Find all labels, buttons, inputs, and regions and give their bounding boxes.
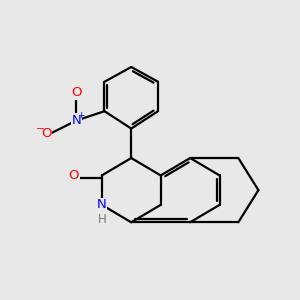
Text: O: O bbox=[41, 128, 51, 140]
Text: H: H bbox=[98, 213, 106, 226]
Text: N: N bbox=[97, 198, 107, 212]
Text: O: O bbox=[68, 169, 79, 182]
Text: O: O bbox=[71, 86, 82, 99]
Text: −: − bbox=[36, 124, 45, 134]
Text: N: N bbox=[71, 114, 81, 127]
Text: +: + bbox=[77, 111, 85, 120]
